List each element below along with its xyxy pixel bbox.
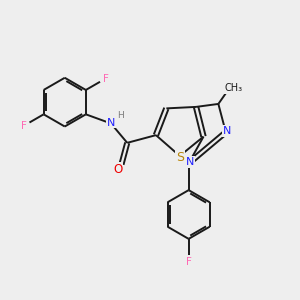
Text: H: H [117,111,124,120]
Text: F: F [186,257,192,267]
Text: N: N [223,126,232,136]
Text: N: N [107,118,115,128]
Text: S: S [176,151,184,164]
Text: F: F [103,74,109,83]
Text: N: N [186,157,194,167]
Text: F: F [21,121,27,131]
Text: O: O [113,163,122,176]
Text: CH₃: CH₃ [224,83,242,93]
